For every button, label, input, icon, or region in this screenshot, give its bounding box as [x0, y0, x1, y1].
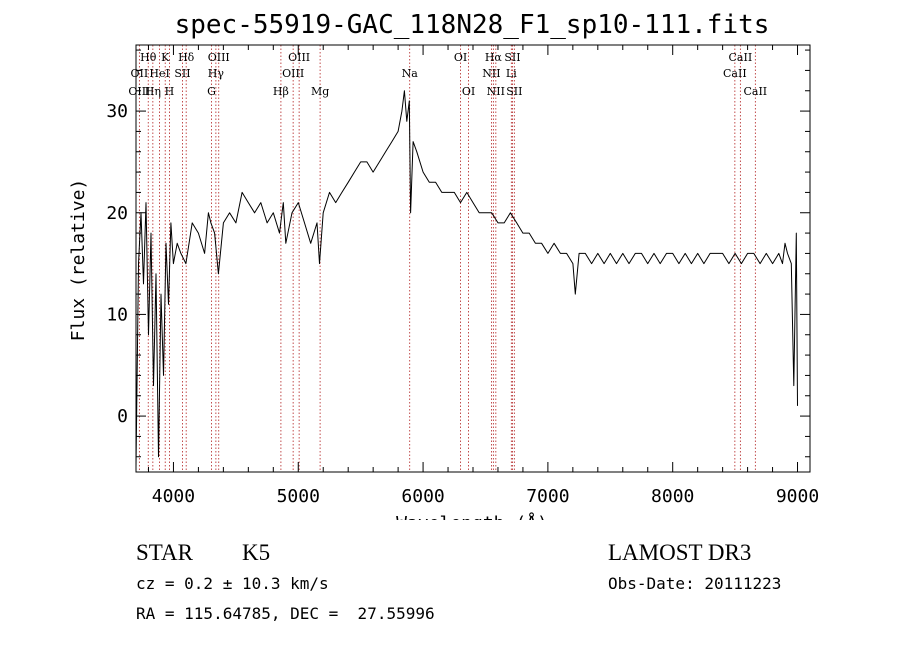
spectral-line-label: Hθ [140, 51, 157, 64]
spectral-line-label: OIII [128, 85, 150, 98]
y-axis-ticks: 0 10 20 30 [106, 49, 810, 458]
spectral-line-label: Hη [145, 85, 161, 98]
spectral-line-label: G [207, 85, 216, 98]
spectral-line-label: H [165, 85, 175, 98]
coordinates: RA = 115.64785, DEC = 27.55996 [136, 604, 435, 623]
spectral-line-label: OIII [288, 51, 310, 64]
spectral-line-label: Li [506, 67, 517, 80]
y-tick-label: 30 [106, 101, 128, 122]
x-tick-label: 4000 [152, 486, 195, 507]
chart-title: spec-55919-GAC_118N28_F1_sp10-111.fits [175, 10, 770, 40]
spectral-line-label: NII [487, 85, 505, 98]
spectral-line-label: Hδ [178, 51, 195, 64]
spectral-line-label: SII [506, 85, 522, 98]
spectral-line-label: OI [454, 51, 467, 64]
subclass: K5 [242, 540, 271, 565]
spectral-line-label: Hγ [208, 67, 225, 80]
spectral-line-label: K [161, 51, 170, 64]
spectral-line-label: OI [462, 85, 475, 98]
y-axis-label: Flux (relative) [68, 179, 89, 342]
spectral-line-label: Hα [485, 51, 503, 64]
x-axis-label: Wavelength (Å) [396, 512, 548, 520]
object-type: STAR [136, 540, 193, 565]
redshift-cz: cz = 0.2 ± 10.3 km/s [136, 574, 329, 593]
spectral-line-label: OII [131, 67, 149, 80]
spectral-line-label: SII [174, 67, 190, 80]
spectral-line-label: Hβ [273, 85, 289, 98]
plot-frame [135, 44, 811, 473]
spectral-line-label: HeI [149, 67, 169, 80]
spectral-line-label: CaII [729, 51, 753, 64]
spectral-line-label: NII [482, 67, 500, 80]
x-axis-ticks: 4000 5000 6000 7000 8000 9000 [147, 45, 819, 507]
y-tick-label: 20 [106, 203, 128, 224]
y-tick-label: 10 [106, 304, 128, 325]
x-tick-label: 7000 [526, 486, 569, 507]
x-tick-label: 6000 [401, 486, 444, 507]
spectral-line-label: SII [504, 51, 520, 64]
obs-date: Obs-Date: 20111223 [608, 574, 782, 593]
spectrum-chart: spec-55919-GAC_118N28_F1_sp10-111.fits H… [68, 10, 819, 520]
spectral-line-label: CaII [723, 67, 747, 80]
spectral-line-label: Mg [311, 85, 329, 98]
spectral-line-label: OIII [208, 51, 230, 64]
spectral-line-label: OIII [282, 67, 304, 80]
x-tick-label: 5000 [277, 486, 320, 507]
survey-name: LAMOST DR3 [608, 540, 752, 565]
x-tick-label: 8000 [651, 486, 694, 507]
x-tick-label: 9000 [776, 486, 819, 507]
spectral-line-label: Na [402, 67, 419, 80]
spectral-line-label: CaII [743, 85, 767, 98]
flux-series-line [135, 90, 798, 467]
y-tick-label: 0 [117, 406, 128, 427]
